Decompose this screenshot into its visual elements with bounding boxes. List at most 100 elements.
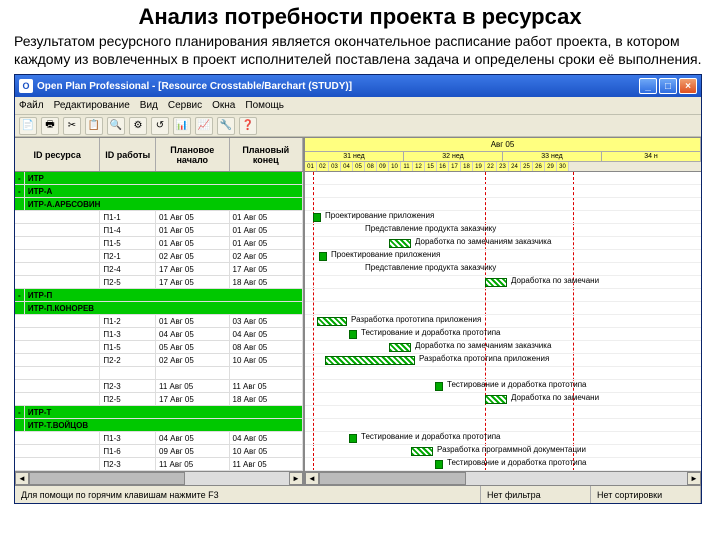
table-row[interactable] — [15, 367, 303, 380]
gantt-bar[interactable] — [313, 213, 321, 222]
close-button[interactable]: × — [679, 78, 697, 94]
gantt-bar[interactable] — [349, 434, 357, 443]
gantt-bar[interactable] — [317, 317, 347, 326]
table-row[interactable]: П1-304 Авг 0504 Авг 05 — [15, 432, 303, 445]
day-cell: 12 — [413, 162, 425, 172]
menu-item[interactable]: Файл — [19, 100, 44, 111]
group-row[interactable]: -ИТР-П — [15, 289, 303, 302]
group-row[interactable]: ИТР-Т.ВОЙЦОВ — [15, 419, 303, 432]
gantt-bar[interactable] — [435, 460, 443, 469]
table-row[interactable]: П1-101 Авг 0501 Авг 05 — [15, 211, 303, 224]
toolbar-button[interactable]: 🔧 — [217, 117, 235, 135]
day-cell: 18 — [461, 162, 473, 172]
toolbar-button[interactable]: 📄 — [19, 117, 37, 135]
day-cell: 01 — [305, 162, 317, 172]
week-cell: 32 нед — [404, 152, 503, 161]
expand-toggle-icon[interactable] — [15, 419, 25, 431]
day-cell: 23 — [497, 162, 509, 172]
gantt-row: Тестирование и доработка прототипа — [305, 432, 701, 445]
gantt-row: Доработка по замечаниям заказчика — [305, 341, 701, 354]
group-row[interactable]: ИТР-П.КОНОРЕВ — [15, 302, 303, 315]
gantt-label: Доработка по замечани — [511, 393, 599, 402]
status-filter: Нет фильтра — [481, 486, 591, 503]
gantt-bar[interactable] — [319, 252, 327, 261]
column-headers: ID ресурса ID работы Плановое начало Пла… — [15, 138, 303, 172]
table-row[interactable]: П1-304 Авг 0504 Авг 05 — [15, 328, 303, 341]
expand-toggle-icon[interactable]: - — [15, 172, 25, 184]
gantt-scrollbar[interactable]: ◄ ► — [305, 471, 701, 485]
menu-item[interactable]: Помощь — [245, 100, 284, 111]
expand-toggle-icon[interactable]: - — [15, 289, 25, 301]
minimize-button[interactable]: _ — [639, 78, 657, 94]
menubar: Файл Редактирование Вид Сервис Окна Помощь — [15, 97, 701, 115]
day-cell: 09 — [377, 162, 389, 172]
menu-item[interactable]: Окна — [212, 100, 235, 111]
day-cell: 04 — [341, 162, 353, 172]
expand-toggle-icon[interactable]: - — [15, 185, 25, 197]
table-row[interactable]: П1-505 Авг 0508 Авг 05 — [15, 341, 303, 354]
expand-toggle-icon[interactable] — [15, 198, 25, 210]
gantt-bar[interactable] — [389, 343, 411, 352]
gantt-bar[interactable] — [485, 395, 507, 404]
col-task[interactable]: ID работы — [100, 138, 156, 171]
toolbar-button[interactable]: ❓ — [239, 117, 257, 135]
table-row[interactable]: П2-102 Авг 0502 Авг 05 — [15, 250, 303, 263]
table-row[interactable]: П2-517 Авг 0518 Авг 05 — [15, 276, 303, 289]
table-row[interactable]: П1-401 Авг 0501 Авг 05 — [15, 224, 303, 237]
group-row[interactable]: -ИТР-А — [15, 185, 303, 198]
table-row[interactable]: П1-201 Авг 0503 Авг 05 — [15, 315, 303, 328]
table-row[interactable]: П2-311 Авг 0511 Авг 05 — [15, 380, 303, 393]
window-title: Open Plan Professional - [Resource Cross… — [37, 81, 637, 92]
table-row[interactable]: П1-501 Авг 0501 Авг 05 — [15, 237, 303, 250]
gantt-row: Проектирование приложения — [305, 211, 701, 224]
day-cell: 26 — [533, 162, 545, 172]
maximize-button[interactable]: □ — [659, 78, 677, 94]
day-cell: 24 — [509, 162, 521, 172]
group-row[interactable]: -ИТР-Т — [15, 406, 303, 419]
day-cell: 15 — [425, 162, 437, 172]
table-row[interactable]: П1-609 Авг 0510 Авг 05 — [15, 445, 303, 458]
scroll-left-icon[interactable]: ◄ — [305, 472, 319, 485]
toolbar-button[interactable]: ↺ — [151, 117, 169, 135]
toolbar-button[interactable]: 📈 — [195, 117, 213, 135]
day-cell: 02 — [317, 162, 329, 172]
toolbar-button[interactable]: ✂ — [63, 117, 81, 135]
table-row[interactable]: П2-517 Авг 0518 Авг 05 — [15, 393, 303, 406]
menu-item[interactable]: Сервис — [168, 100, 202, 111]
scroll-left-icon[interactable]: ◄ — [15, 472, 29, 485]
col-resource[interactable]: ID ресурса — [15, 138, 100, 171]
gantt-label: Доработка по замечаниям заказчика — [415, 341, 551, 350]
expand-toggle-icon[interactable] — [15, 302, 25, 314]
col-start[interactable]: Плановое начало — [156, 138, 229, 171]
group-row[interactable]: ИТР-А.АРБСОВИН — [15, 198, 303, 211]
titlebar[interactable]: O Open Plan Professional - [Resource Cro… — [15, 75, 701, 97]
gantt-bar[interactable] — [389, 239, 411, 248]
gantt-label: Тестирование и доработка прототипа — [447, 380, 586, 389]
gantt-bar[interactable] — [349, 330, 357, 339]
gantt-chart[interactable]: Проектирование приложенияПредставление п… — [305, 172, 701, 471]
gantt-bar[interactable] — [435, 382, 443, 391]
table-row[interactable]: П2-417 Авг 0517 Авг 05 — [15, 263, 303, 276]
gantt-bar[interactable] — [485, 278, 507, 287]
table-row[interactable]: П2-311 Авг 0511 Авг 05 — [15, 458, 303, 471]
scroll-right-icon[interactable]: ► — [687, 472, 701, 485]
toolbar-button[interactable]: ⚙ — [129, 117, 147, 135]
toolbar-button[interactable]: 🖶 — [41, 117, 59, 135]
group-row[interactable]: -ИТР — [15, 172, 303, 185]
gantt-row — [305, 198, 701, 211]
gantt-bar[interactable] — [325, 356, 415, 365]
table-row[interactable]: П2-202 Авг 0510 Авг 05 — [15, 354, 303, 367]
scroll-right-icon[interactable]: ► — [289, 472, 303, 485]
toolbar-button[interactable]: 📋 — [85, 117, 103, 135]
page-paragraph: Результатом ресурсного планирования явля… — [0, 32, 720, 74]
menu-item[interactable]: Вид — [140, 100, 158, 111]
gantt-label: Тестирование и доработка прототипа — [361, 328, 500, 337]
gantt-bar[interactable] — [411, 447, 433, 456]
toolbar-button[interactable]: 🔍 — [107, 117, 125, 135]
left-scrollbar[interactable]: ◄ ► — [15, 471, 303, 485]
toolbar-button[interactable]: 📊 — [173, 117, 191, 135]
menu-item[interactable]: Редактирование — [54, 100, 130, 111]
col-end[interactable]: Плановый конец — [230, 138, 303, 171]
expand-toggle-icon[interactable]: - — [15, 406, 25, 418]
week-cell: 31 нед — [305, 152, 404, 161]
